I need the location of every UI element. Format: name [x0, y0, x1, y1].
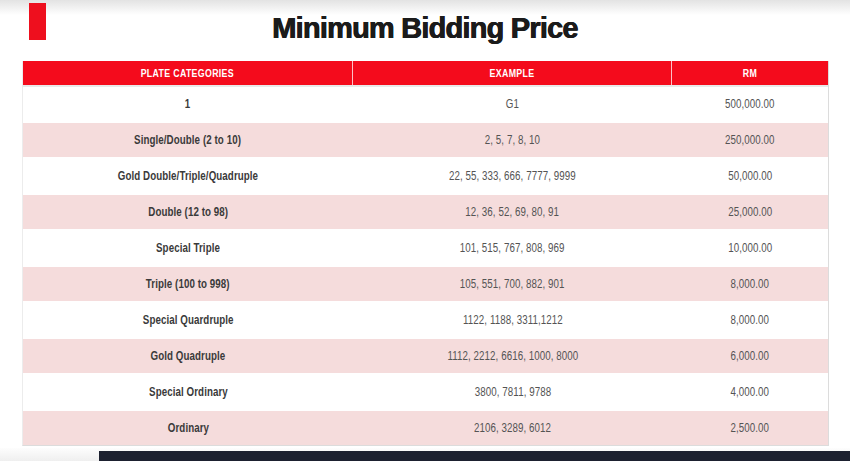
cell-category: Single/Double (2 to 10)	[23, 123, 353, 157]
table-row: Special Triple101, 515, 767, 808, 96910,…	[23, 231, 828, 265]
cell-category: Special Triple	[23, 231, 353, 265]
table-row: Special Ordinary3800, 7811, 97884,000.00	[23, 375, 828, 409]
cell-example: 12, 36, 52, 69, 80, 91	[353, 195, 672, 229]
cell-category: Double (12 to 98)	[23, 195, 353, 229]
table-row: Special Quardruple1122, 1188, 3311,12128…	[23, 303, 828, 337]
bottom-toolbar-bar	[99, 451, 850, 461]
header-plate-categories: PLATE CATEGORIES	[23, 61, 353, 85]
cell-rm: 2,500.00	[672, 411, 828, 445]
table-header-row: PLATE CATEGORIES EXAMPLE RM	[23, 61, 828, 87]
table-row: Single/Double (2 to 10)2, 5, 7, 8, 10250…	[23, 123, 828, 157]
cell-category: Triple (100 to 998)	[23, 267, 353, 301]
cell-rm: 25,000.00	[672, 195, 828, 229]
cell-rm: 10,000.00	[672, 231, 828, 265]
cell-category: Gold Quadruple	[23, 339, 353, 373]
minimum-bidding-price-table: PLATE CATEGORIES EXAMPLE RM 1G1500,000.0…	[22, 61, 829, 446]
cell-example: 2, 5, 7, 8, 10	[353, 123, 672, 157]
table-row: Gold Quadruple1112, 2212, 6616, 1000, 80…	[23, 339, 828, 373]
cell-example: 3800, 7811, 9788	[353, 375, 672, 409]
header-rm: RM	[672, 61, 828, 85]
cell-rm: 6,000.00	[672, 339, 828, 373]
table-row: Gold Double/Triple/Quadruple22, 55, 333,…	[23, 159, 828, 193]
table-body: 1G1500,000.00Single/Double (2 to 10)2, 5…	[23, 87, 828, 445]
cell-category: Special Ordinary	[23, 375, 353, 409]
cell-category: Gold Double/Triple/Quadruple	[23, 159, 353, 193]
cell-example: 1112, 2212, 6616, 1000, 8000	[353, 339, 672, 373]
table-row: Double (12 to 98)12, 36, 52, 69, 80, 912…	[23, 195, 828, 229]
cell-example: 1122, 1188, 3311,1212	[353, 303, 672, 337]
cell-rm: 50,000.00	[672, 159, 828, 193]
cell-rm: 4,000.00	[672, 375, 828, 409]
cell-example: G1	[353, 87, 672, 121]
cell-rm: 250,000.00	[672, 123, 828, 157]
table-row: 1G1500,000.00	[23, 87, 828, 121]
cell-rm: 8,000.00	[672, 303, 828, 337]
cell-rm: 8,000.00	[672, 267, 828, 301]
cell-category: Special Quardruple	[23, 303, 353, 337]
table-row: Triple (100 to 998)105, 551, 700, 882, 9…	[23, 267, 828, 301]
cell-example: 2106, 3289, 6012	[353, 411, 672, 445]
cell-example: 105, 551, 700, 882, 901	[353, 267, 672, 301]
cell-category: 1	[23, 87, 353, 121]
cell-category: Ordinary	[23, 411, 353, 445]
cell-rm: 500,000.00	[672, 87, 828, 121]
header-example: EXAMPLE	[353, 61, 672, 85]
table-row: Ordinary2106, 3289, 60122,500.00	[23, 411, 828, 445]
cell-example: 22, 55, 333, 666, 7777, 9999	[353, 159, 672, 193]
cell-example: 101, 515, 767, 808, 969	[353, 231, 672, 265]
page-title: Minimum Bidding Price	[0, 12, 850, 45]
